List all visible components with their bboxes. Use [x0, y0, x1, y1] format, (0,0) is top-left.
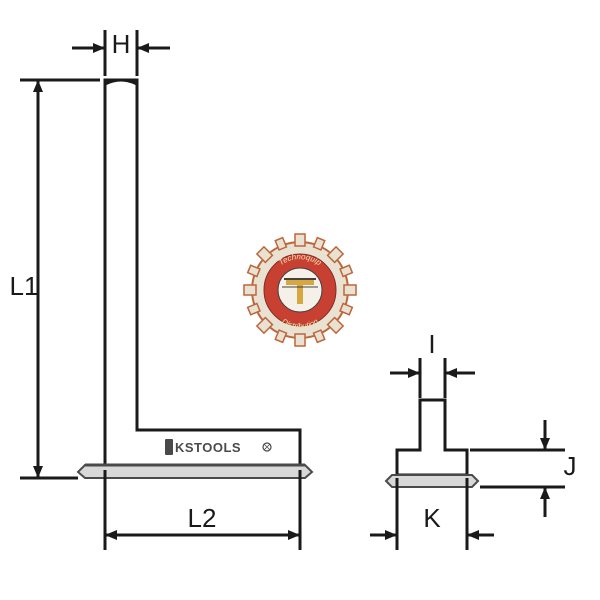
tee-section	[386, 400, 478, 487]
brand-label: KSTOOLS	[175, 440, 241, 455]
watermark-badge: Technoquip Distribution	[244, 234, 356, 346]
technical-diagram: KSTOOLS H L1 L2	[0, 0, 600, 600]
label-h: H	[112, 29, 131, 59]
dim-i: I	[390, 329, 475, 398]
dim-j: J	[470, 420, 577, 517]
dim-h: H	[72, 29, 170, 76]
label-i: I	[428, 329, 435, 359]
dim-l1: L1	[10, 80, 100, 478]
label-j: J	[564, 451, 577, 481]
label-k: K	[423, 503, 441, 533]
dim-k: K	[370, 478, 494, 550]
dim-l2: L2	[105, 470, 300, 550]
label-l1: L1	[10, 271, 39, 301]
label-l2: L2	[188, 503, 217, 533]
